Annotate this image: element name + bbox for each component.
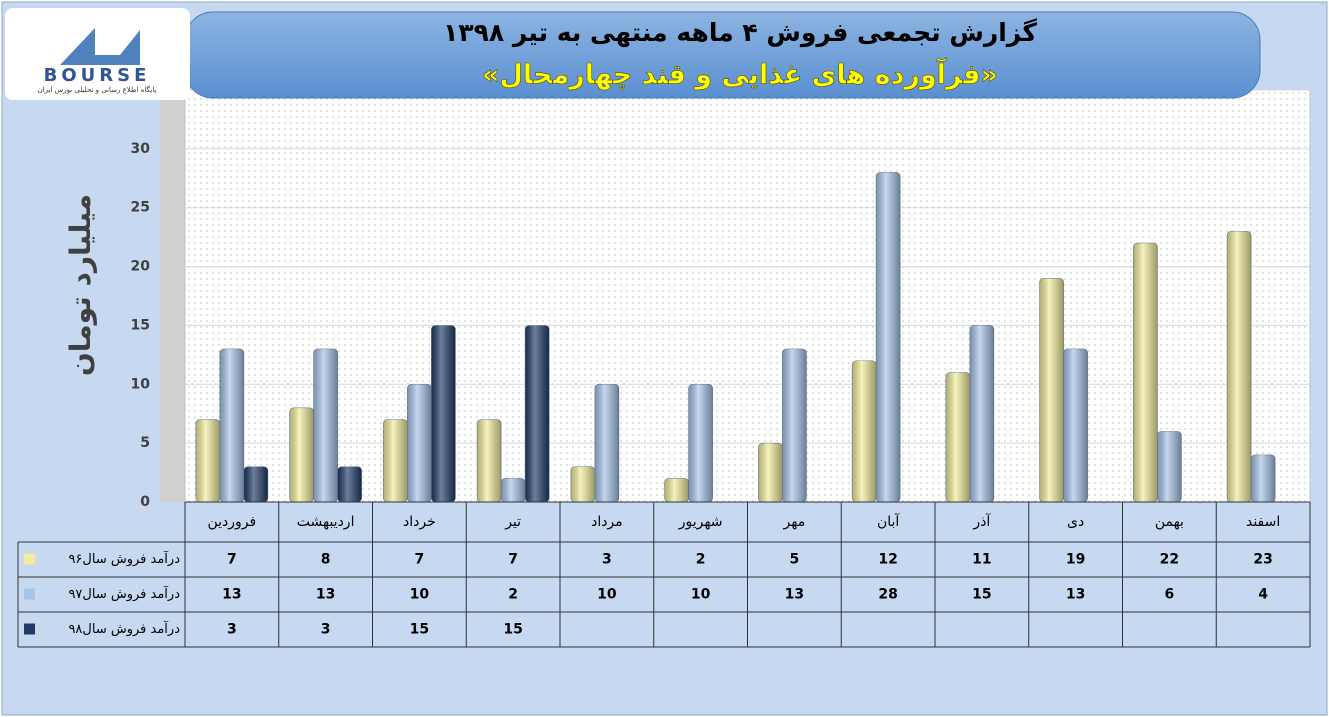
x-tick-label: بهمن xyxy=(1155,514,1184,530)
plot-area xyxy=(184,89,1311,503)
bar-shade xyxy=(407,384,432,502)
bar-shade xyxy=(219,348,244,502)
bar-shade xyxy=(1063,348,1088,502)
legend-swatch xyxy=(24,553,35,565)
table-value: 3 xyxy=(602,552,612,568)
x-tick-label: فروردین xyxy=(208,514,257,530)
table-value: 4 xyxy=(1258,587,1268,603)
table-value: 13 xyxy=(785,587,804,603)
table-value: 10 xyxy=(597,587,617,603)
table-value: 10 xyxy=(410,587,430,603)
bar-shade xyxy=(945,372,970,502)
logo-caption: پایگاه اطلاع رسانی و تحلیلی بورس ایران xyxy=(38,85,157,94)
x-tick-label: مرداد xyxy=(591,514,623,530)
logo-text: BOURSE xyxy=(44,65,151,86)
bar-shade xyxy=(876,172,901,502)
table-value: 13 xyxy=(222,587,241,603)
x-tick-label: مهر xyxy=(783,514,806,530)
y-tick-label: 15 xyxy=(131,317,150,333)
x-tick-label: اردیبهشت xyxy=(297,514,355,530)
bar-shade xyxy=(289,407,314,502)
x-tick-label: آذر xyxy=(972,513,991,530)
bar-shade xyxy=(758,443,783,502)
table-value: 22 xyxy=(1160,552,1179,568)
y-tick-label: 20 xyxy=(131,259,151,275)
y-axis-title: میلیارد تومان xyxy=(64,194,97,376)
table-value: 13 xyxy=(1066,587,1085,603)
bar-shade xyxy=(664,478,689,502)
table-value: 2 xyxy=(508,587,518,603)
table-value: 11 xyxy=(972,552,991,568)
y-tick-label: 0 xyxy=(140,494,150,510)
table-value: 5 xyxy=(790,552,800,568)
bar-shade xyxy=(594,384,619,502)
bar-shade xyxy=(383,419,408,502)
bar-shade xyxy=(570,466,595,502)
table-value: 19 xyxy=(1066,552,1085,568)
x-tick-label: اسفند xyxy=(1246,514,1280,530)
table-value: 23 xyxy=(1253,552,1272,568)
bar-shade xyxy=(477,419,502,502)
legend-label: درآمد فروش سال۹۸ xyxy=(68,620,180,637)
table-value: 6 xyxy=(1165,587,1175,603)
bar-shade xyxy=(195,419,220,502)
legend-swatch xyxy=(24,623,35,635)
table-value: 7 xyxy=(508,552,518,568)
table-value: 13 xyxy=(316,587,335,603)
x-tick-label: تیر xyxy=(504,514,521,530)
bar-shade xyxy=(1251,454,1276,502)
bar-shade xyxy=(243,466,268,502)
chart-subtitle: «فرآورده های غذایی و قند چهارمحال» xyxy=(482,58,998,91)
legend-label: درآمد فروش سال۹۷ xyxy=(68,585,180,602)
chart-title: گزارش تجمعی فروش ۴ ماهه منتهی به تیر ۱۳۹… xyxy=(443,18,1037,48)
table-value: 7 xyxy=(227,552,237,568)
table-value: 7 xyxy=(415,552,425,568)
y-tick-label: 5 xyxy=(140,435,150,451)
bar-shade xyxy=(313,348,338,502)
bar-shade xyxy=(431,325,456,502)
logo-box xyxy=(5,8,190,100)
bar-shade xyxy=(525,325,550,502)
bar-shade xyxy=(688,384,713,502)
y-tick-label: 25 xyxy=(131,200,150,216)
x-tick-label: آبان xyxy=(877,513,900,530)
bar-shade xyxy=(969,325,994,502)
y-tick-label: 10 xyxy=(131,376,151,392)
bar-shade xyxy=(1039,278,1064,502)
x-tick-label: شهریور xyxy=(678,514,723,530)
axis-wall xyxy=(160,90,185,502)
table-value: 12 xyxy=(878,552,897,568)
table-value: 28 xyxy=(878,587,897,603)
bar-shade xyxy=(337,466,362,502)
table-value: 15 xyxy=(972,587,991,603)
table-value: 8 xyxy=(321,552,331,568)
bar-shade xyxy=(501,478,526,502)
bar-shade xyxy=(852,360,877,502)
legend-label: درآمد فروش سال۹۶ xyxy=(68,550,180,567)
bar-shade xyxy=(1157,431,1182,502)
bar-shade xyxy=(782,348,807,502)
table-value: 15 xyxy=(503,622,522,638)
bar-shade xyxy=(1227,231,1252,502)
table-value: 3 xyxy=(321,622,331,638)
table-value: 3 xyxy=(227,622,237,638)
x-tick-label: دی xyxy=(1067,514,1084,530)
table-value: 10 xyxy=(691,587,711,603)
table-value: 2 xyxy=(696,552,706,568)
legend-swatch xyxy=(24,588,35,600)
y-tick-label: 30 xyxy=(131,141,151,157)
x-tick-label: خرداد xyxy=(403,514,436,530)
logo-icon xyxy=(60,28,140,65)
table-value: 15 xyxy=(410,622,429,638)
bar-shade xyxy=(1133,243,1158,502)
